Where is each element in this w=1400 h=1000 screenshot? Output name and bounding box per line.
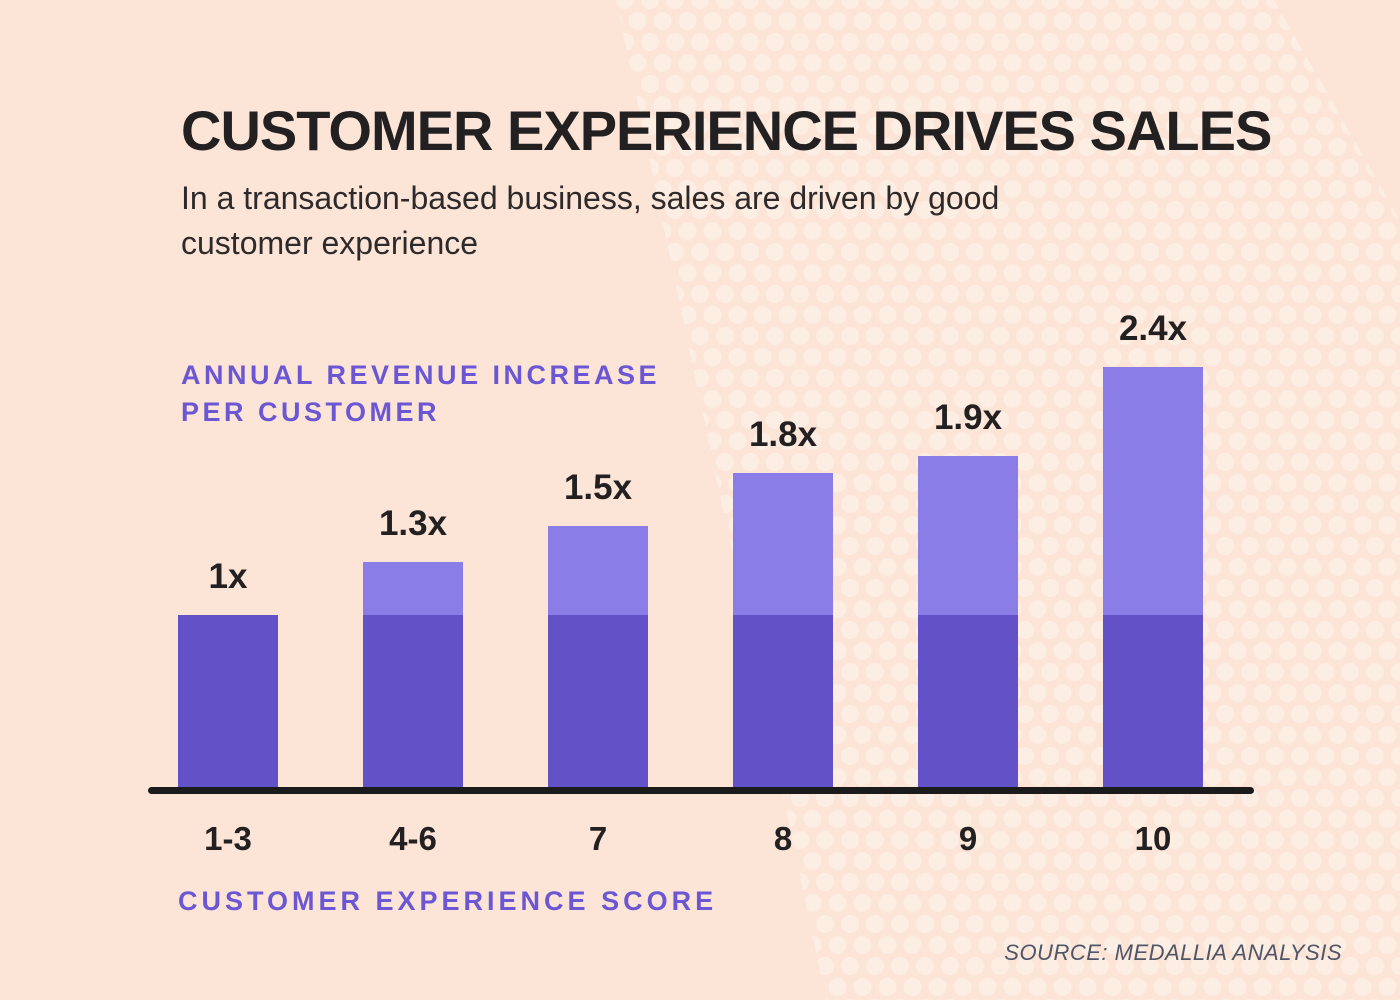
value-label: 1.3x <box>378 504 448 543</box>
x-axis-line <box>148 787 1254 794</box>
bar-baseline-segment <box>178 615 278 792</box>
page-title: CUSTOMER EXPERIENCE DRIVES SALES <box>181 99 1272 162</box>
value-label: 2.4x <box>1118 309 1188 348</box>
value-label: 1x <box>208 557 248 596</box>
bar-9 <box>918 456 1018 792</box>
value-label: 1.5x <box>563 468 633 507</box>
category-label: 1-3 <box>204 820 252 857</box>
bar-baseline-segment <box>363 615 463 792</box>
category-label: 7 <box>588 820 608 857</box>
source-attribution: SOURCE: MEDALLIA ANALYSIS <box>1004 940 1342 965</box>
bar-baseline-segment <box>918 615 1018 792</box>
bar-10 <box>1103 367 1203 792</box>
bar-1-3 <box>178 615 278 792</box>
bar-4-6 <box>363 562 463 792</box>
bar-8 <box>733 473 833 792</box>
value-label: 1.8x <box>748 415 818 454</box>
page-subtitle: In a transaction-based business, sales a… <box>181 176 999 266</box>
category-label: 9 <box>958 820 978 857</box>
category-label: 8 <box>773 820 793 857</box>
y-axis-label-line-1: ANNUAL REVENUE INCREASE <box>181 360 661 390</box>
category-label: 10 <box>1134 820 1172 857</box>
category-label: 4-6 <box>389 820 437 857</box>
bar-baseline-segment <box>1103 615 1203 792</box>
value-label: 1.9x <box>933 398 1003 437</box>
y-axis-label-line-2: PER CUSTOMER <box>181 397 441 427</box>
subtitle-line-1: In a transaction-based business, sales a… <box>181 180 1000 216</box>
y-axis-label: ANNUAL REVENUE INCREASE PER CUSTOMER <box>181 357 660 431</box>
bar-baseline-segment <box>733 615 833 792</box>
subtitle-line-2: customer experience <box>181 225 479 261</box>
bar-7 <box>548 526 648 792</box>
x-axis-title: CUSTOMER EXPERIENCE SCORE <box>178 886 718 916</box>
bar-baseline-segment <box>548 615 648 792</box>
